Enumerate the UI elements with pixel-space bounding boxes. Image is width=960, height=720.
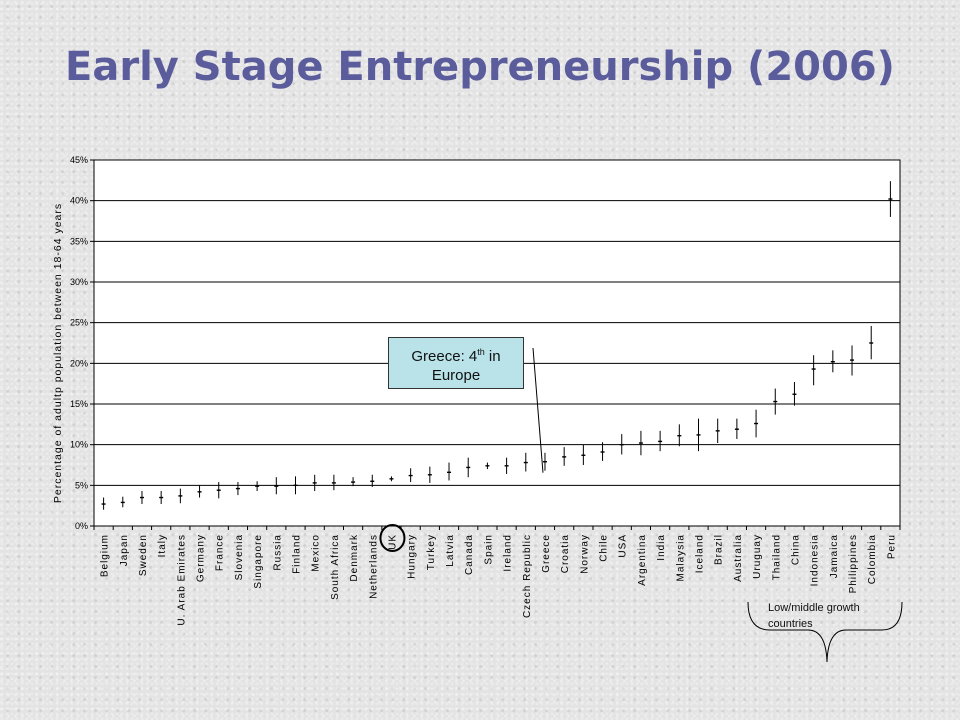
- x-tick-label: Brazil: [714, 534, 725, 565]
- y-tick-label: 45%: [70, 155, 88, 165]
- x-tick-label: Sweden: [138, 534, 149, 576]
- uk-highlight-circle: [379, 524, 406, 552]
- x-tick-label: Philippines: [848, 534, 859, 593]
- low-middle-growth-label: Low/middle growth countries: [768, 600, 908, 632]
- x-tick-label: Chile: [599, 534, 610, 562]
- x-tick-label: Colombia: [867, 534, 878, 584]
- callout-line-2: Europe: [431, 367, 481, 384]
- x-tick-label: Hungary: [407, 534, 418, 579]
- y-tick-label: 5%: [75, 480, 88, 490]
- y-tick-label: 10%: [70, 440, 88, 450]
- x-tick-label: Spain: [483, 534, 494, 565]
- x-tick-label: Argentina: [637, 534, 648, 586]
- x-tick-label: Japan: [119, 534, 130, 566]
- x-tick-label: Peru: [886, 534, 897, 559]
- greece-callout: Greece: 4th in Europe: [388, 337, 524, 389]
- x-tick-label: U. Arab Emirates: [176, 534, 187, 626]
- x-tick-label: Canada: [464, 534, 475, 575]
- x-tick-label: France: [215, 534, 226, 571]
- y-tick-label: 35%: [70, 236, 88, 246]
- x-tick-label: Iceland: [695, 534, 706, 573]
- y-tick-label: 25%: [70, 318, 88, 328]
- x-tick-label: Mexico: [311, 534, 322, 572]
- x-tick-label: Netherlands: [368, 534, 379, 599]
- x-tick-label: USA: [618, 534, 629, 558]
- x-tick-label: Slovenia: [234, 534, 245, 580]
- x-tick-label: Thailand: [771, 534, 782, 580]
- x-tick-label: Greece: [541, 534, 552, 573]
- x-tick-label: Germany: [196, 534, 207, 582]
- x-tick-label: Latvia: [445, 534, 456, 567]
- x-tick-label: China: [790, 534, 801, 565]
- x-tick-label: Croatia: [560, 534, 571, 573]
- group-label-line-1: Low/middle growth: [768, 602, 860, 614]
- x-tick-label: Russia: [272, 534, 283, 571]
- callout-superscript: th: [477, 347, 485, 357]
- x-tick-label: Malaysia: [675, 534, 686, 581]
- y-tick-label: 40%: [70, 196, 88, 206]
- slide-title: Early Stage Entrepreneurship (2006): [65, 44, 895, 90]
- y-tick-label: 20%: [70, 358, 88, 368]
- x-tick-label: South Africa: [330, 534, 341, 600]
- x-tick-label: Denmark: [349, 534, 360, 582]
- x-tick-label: Italy: [157, 534, 168, 557]
- x-tick-label: Finland: [292, 534, 303, 574]
- y-axis-label: Percentage of adultp population between …: [52, 203, 64, 503]
- x-tick-label: Jamaica: [829, 534, 840, 578]
- x-tick-label: Uruguay: [752, 534, 763, 579]
- callout-pointer: [532, 347, 544, 473]
- x-tick-label: India: [656, 534, 667, 561]
- growth-group-brace: [747, 601, 903, 663]
- x-tick-label: Indonesia: [810, 534, 821, 586]
- y-tick-label: 30%: [70, 277, 88, 287]
- callout-text: Greece: 4: [411, 348, 478, 365]
- x-tick-label: Australia: [733, 534, 744, 582]
- x-tick-label: Norway: [579, 534, 590, 574]
- y-tick-label: 0%: [75, 521, 88, 531]
- x-tick-label: Turkey: [426, 534, 437, 570]
- y-tick-label: 15%: [70, 399, 88, 409]
- callout-text-2: in: [484, 348, 501, 365]
- x-tick-label: Ireland: [503, 534, 514, 572]
- x-tick-label: Belgium: [100, 534, 111, 577]
- group-label-line-2: countries: [768, 618, 813, 630]
- x-tick-label: Czech Republic: [522, 534, 533, 618]
- x-tick-label: Singapore: [253, 534, 264, 589]
- x-tick-label: UK: [387, 534, 398, 550]
